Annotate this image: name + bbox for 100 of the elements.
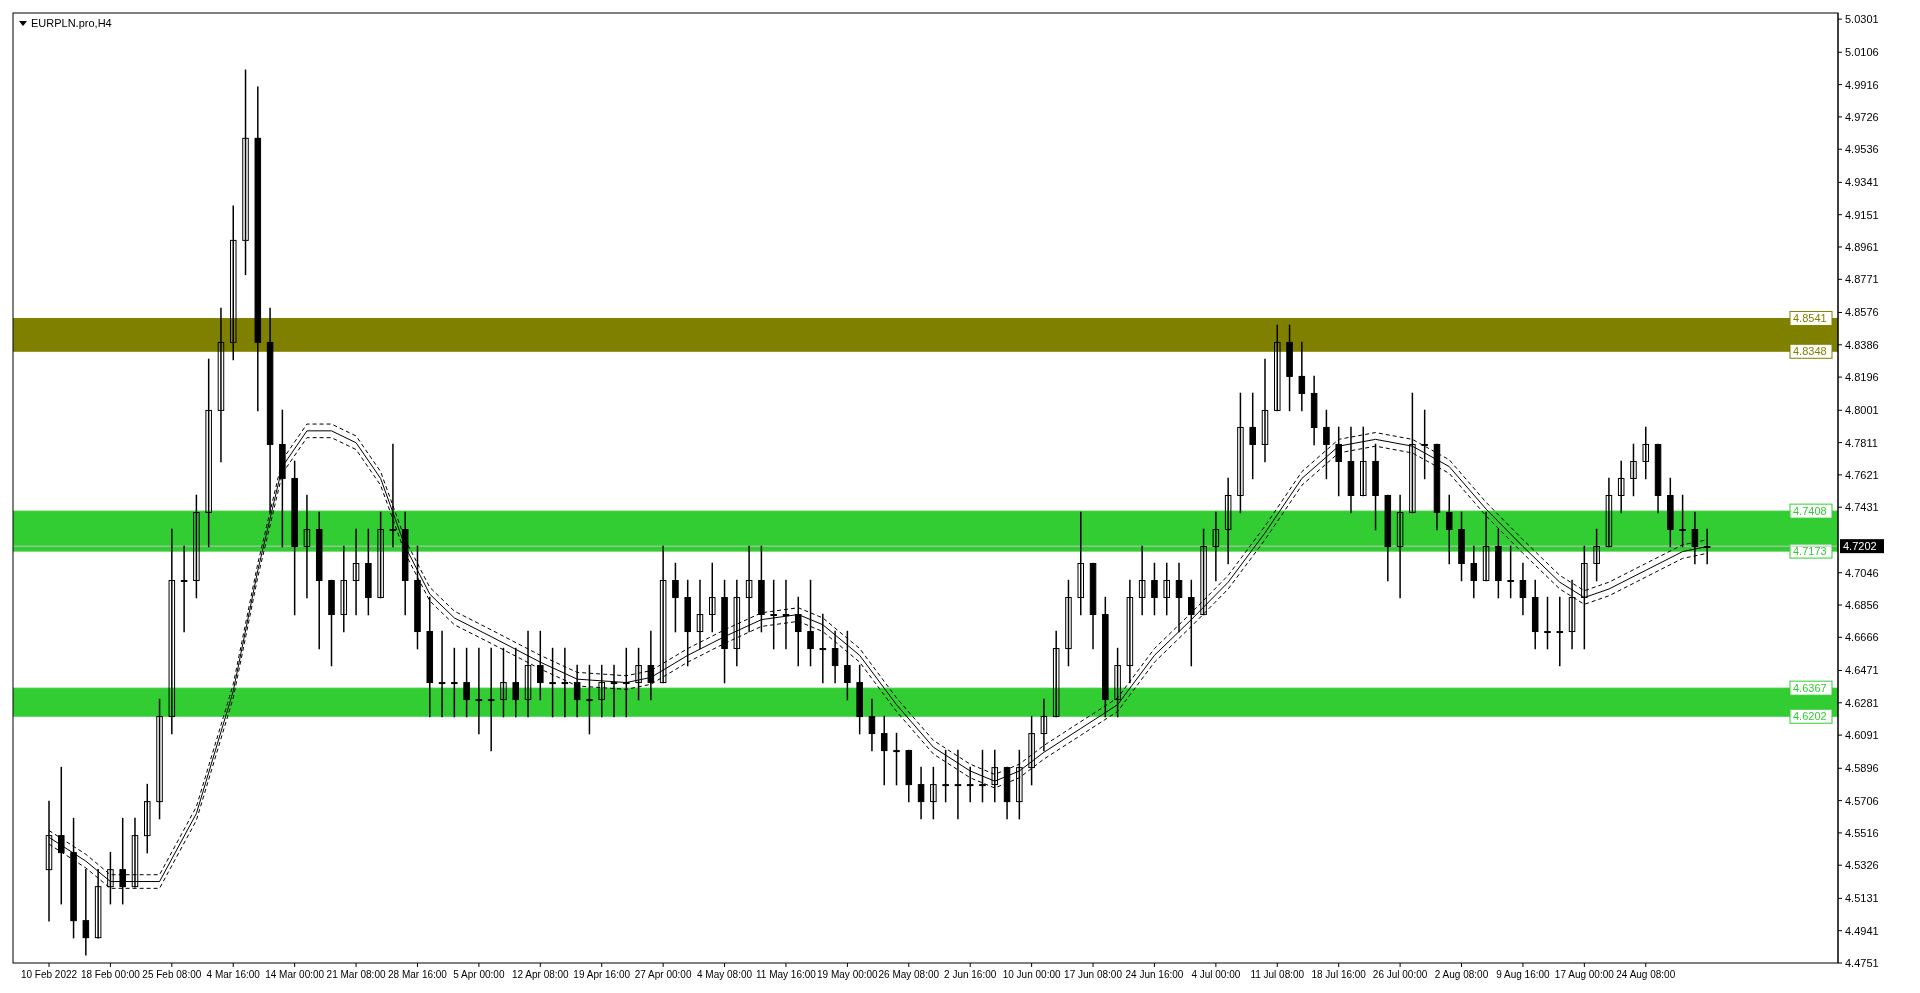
candlestick [156,698,163,820]
candlestick [1679,494,1686,548]
candlestick [930,766,937,820]
y-tick-label: 4.7621 [1845,468,1879,481]
y-tick-label: 4.9536 [1845,143,1879,156]
x-tick-label: 25 Feb 08:00 [142,969,202,980]
y-tick-label: 4.8961 [1845,241,1879,254]
candlestick [1114,647,1121,718]
candlestick [1605,477,1613,548]
candlestick [217,307,225,463]
candlestick [1495,528,1502,599]
candlestick [1151,562,1158,616]
y-tick-label: 4.8576 [1845,306,1879,319]
candlestick [1667,477,1674,548]
y-tick-label: 4.7431 [1845,501,1879,514]
candlestick [549,647,556,718]
ref-line-label: 4.7202 [1843,540,1877,553]
candlestick [635,647,642,701]
x-tick-label: 19 Apr 16:00 [573,969,631,980]
candlestick [512,647,520,718]
candlestick [1212,511,1220,582]
y-tick-label: 4.5706 [1845,794,1879,807]
candlestick [1286,324,1293,412]
y-tick-label: 4.6281 [1845,696,1879,709]
x-tick-label: 4 Jul 00:00 [1191,969,1241,980]
x-tick-label: 26 Jul 00:00 [1372,969,1428,980]
y-tick-label: 4.8386 [1845,338,1879,351]
candlestick [1617,460,1625,514]
candlestick [377,511,384,599]
candlestick [537,630,544,701]
x-tick-label: 28 Mar 16:00 [388,969,448,980]
candlestick [1482,511,1490,582]
x-tick-label: 5 Apr 00:00 [453,969,505,980]
candlestick [893,732,900,786]
x-tick-label: 24 Aug 08:00 [1616,969,1676,980]
y-tick-label: 4.6091 [1845,729,1879,742]
candlestick [1274,324,1281,412]
x-tick-label: 14 Mar 00:00 [265,969,325,980]
candlestick [979,749,986,803]
candlestick [1249,392,1256,480]
candlestick [1016,749,1023,820]
y-tick-label: 4.5326 [1845,859,1879,872]
candlestick [168,528,176,735]
x-tick-label: 10 Jun 00:00 [1002,969,1061,980]
candlestick [1126,579,1134,684]
x-tick-label: 24 Jun 16:00 [1125,969,1184,980]
y-tick-label: 4.4941 [1845,924,1879,937]
candlestick [807,579,814,667]
candlestick [1372,443,1379,531]
candlestick [696,579,704,650]
y-tick-label: 4.7046 [1845,566,1879,579]
candlestick [745,545,753,633]
candlestick [1396,494,1404,599]
candlestick [1077,511,1085,616]
candlestick [1102,596,1109,718]
candlestick [844,630,851,701]
candlestick [942,749,949,803]
candlestick [709,562,716,633]
candlestick [1458,511,1465,582]
y-tick-label: 5.0301 [1845,13,1879,26]
y-tick-label: 4.8196 [1845,371,1879,384]
ref-line-label: 4.6367 [1793,682,1827,695]
x-tick-label: 11 May 16:00 [756,969,817,980]
y-tick-label: 4.8771 [1845,273,1879,286]
candlestick [1507,545,1514,599]
y-tick-label: 4.6471 [1845,664,1879,677]
candlestick [500,647,507,718]
candlestick [205,358,212,548]
candlestick [291,460,298,616]
candlestick [856,664,863,735]
x-tick-label: 17 Jun 08:00 [1064,969,1123,980]
ref-line-label: 4.7408 [1793,505,1827,518]
y-tick-label: 4.6856 [1845,599,1879,612]
candlestick [1040,698,1048,752]
x-tick-label: 2 Aug 08:00 [1434,969,1489,980]
candlestick [193,494,200,599]
y-tick-label: 4.6666 [1845,631,1879,644]
ref-line-label: 4.8541 [1793,312,1827,325]
candlestick [1581,545,1588,650]
x-tick-label: 18 Jul 16:00 [1311,969,1367,980]
candlestick [1200,528,1207,616]
candlestick [684,579,691,667]
candlestick [623,647,630,718]
candlestick [1052,630,1060,718]
x-tick-label: 27 Apr 00:00 [634,969,692,980]
y-tick-label: 4.9726 [1845,110,1879,123]
candlestick [733,579,741,667]
candlestick [303,494,311,599]
x-tick-label: 18 Feb 00:00 [80,969,141,980]
candlestick [352,528,360,616]
y-tick-label: 4.9341 [1845,176,1879,189]
candlestick [1163,562,1170,616]
x-tick-label: 17 Aug 00:00 [1554,969,1615,980]
candlestick [770,579,777,650]
x-tick-label: 4 Mar 16:00 [206,969,261,980]
y-tick-label: 4.9916 [1845,78,1879,91]
candlestick [1261,358,1269,463]
candlestick [242,69,249,276]
y-tick-label: 4.5516 [1845,826,1879,839]
x-tick-label: 12 Apr 08:00 [511,969,570,980]
